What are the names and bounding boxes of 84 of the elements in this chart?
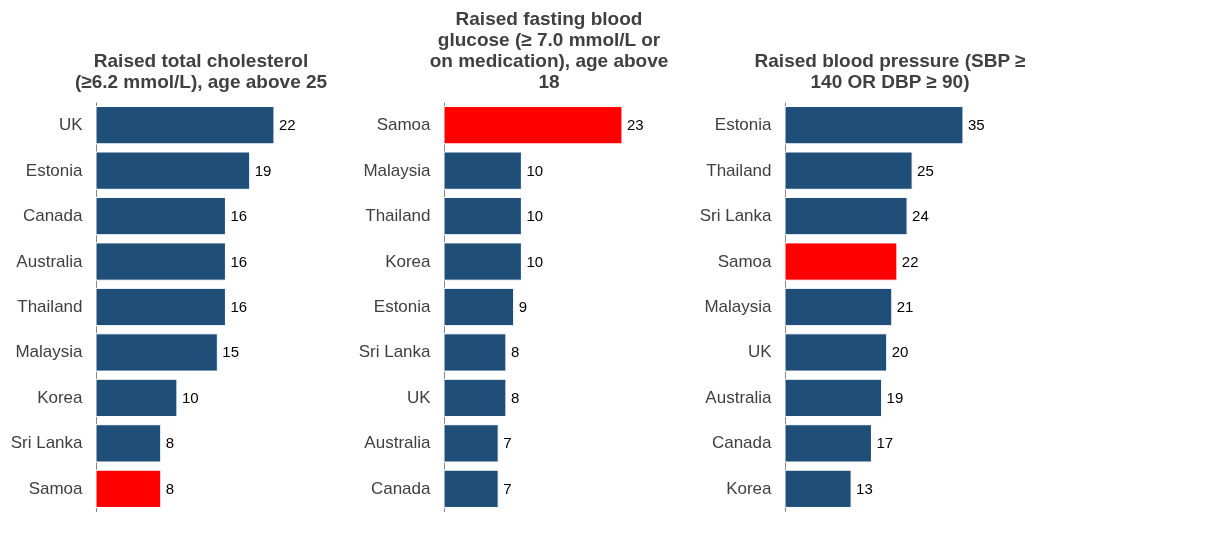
chart-title: Raised fasting blood glucose (≥ 7.0 mmol/L or on medication), age above 18	[429, 8, 669, 92]
bar	[443, 196, 522, 236]
bar	[95, 469, 162, 508]
data-label: 10	[526, 207, 544, 225]
data-label: 23	[626, 116, 644, 134]
data-label: 8	[510, 388, 520, 406]
y-tick-label: Australia	[364, 433, 432, 453]
y-tick-label: Malaysia	[363, 160, 432, 180]
data-label: 8	[510, 343, 520, 361]
data-label: 22	[901, 252, 919, 270]
y-tick-label: UK	[747, 342, 773, 362]
data-label: 10	[526, 161, 544, 179]
data-label: 16	[230, 298, 248, 315]
bar	[95, 287, 226, 327]
bar	[443, 333, 507, 372]
y-tick-label: Thailand	[365, 206, 431, 226]
bar	[784, 196, 908, 236]
bar	[784, 287, 893, 327]
y-tick-label: Canada	[370, 478, 432, 498]
y-tick-label: Thailand	[706, 160, 772, 180]
bar	[784, 242, 898, 281]
y-tick-label: Samoa	[717, 251, 773, 271]
y-tick-label: Thailand	[17, 297, 83, 316]
bar	[784, 333, 888, 372]
bar	[95, 151, 251, 190]
bar	[443, 287, 515, 327]
data-label: 19	[254, 161, 272, 179]
bar	[95, 378, 178, 418]
data-label: 24	[912, 207, 929, 225]
bar	[95, 196, 226, 236]
data-label: 20	[891, 343, 909, 361]
bar	[784, 469, 852, 508]
y-tick-label: Australia	[16, 251, 84, 271]
bar	[95, 333, 218, 372]
y-tick-label: Sri Lanka	[699, 206, 773, 226]
bar	[443, 242, 522, 281]
bar	[784, 378, 883, 418]
bar	[443, 378, 507, 418]
y-tick-label: Sri Lanka	[358, 342, 432, 362]
chart-title: Raised blood pressure (SBP ≥ 140 OR DBP ≥ 90)	[754, 50, 1026, 92]
y-tick-label: Samoa	[376, 115, 432, 135]
bar	[443, 424, 499, 463]
data-label: 8	[165, 479, 175, 497]
data-label: 7	[503, 479, 512, 497]
y-tick-label: Estonia	[373, 297, 432, 316]
y-tick-label: Estonia	[25, 160, 84, 180]
data-label: 21	[896, 298, 914, 315]
bar	[443, 106, 623, 145]
y-tick-label: Sri Lanka	[10, 433, 84, 453]
y-tick-label: Canada	[22, 206, 84, 226]
data-label: 7	[503, 434, 512, 452]
y-tick-label: Canada	[711, 433, 773, 453]
data-label: 22	[278, 116, 296, 134]
y-tick-label: UK	[58, 115, 84, 135]
chart-title: Raised total cholesterol (≥6.2 mmol/L), age above 25	[74, 50, 328, 92]
y-tick-label: Malaysia	[704, 297, 773, 316]
bar	[784, 151, 913, 190]
bar	[95, 424, 162, 463]
data-label: 16	[230, 207, 248, 225]
bar	[95, 106, 275, 145]
data-label: 16	[230, 252, 248, 270]
y-tick-label: Australia	[705, 387, 773, 407]
data-label: 17	[876, 434, 894, 452]
data-label: 10	[526, 252, 544, 270]
y-tick-label: Malaysia	[15, 342, 84, 362]
y-tick-label: Korea	[37, 387, 84, 407]
bar	[443, 151, 522, 190]
data-label: 35	[967, 116, 985, 134]
y-tick-label: Korea	[726, 478, 773, 498]
data-label: 8	[165, 434, 175, 452]
data-label: 25	[917, 161, 934, 179]
bar	[443, 469, 499, 508]
data-label: 19	[886, 388, 904, 406]
data-label: 9	[518, 298, 527, 315]
bar	[784, 424, 872, 463]
data-label: 13	[856, 479, 873, 497]
bar	[95, 242, 226, 281]
bar	[784, 106, 964, 145]
y-tick-label: Korea	[385, 251, 432, 271]
data-label: 15	[222, 343, 240, 361]
y-tick-label: UK	[406, 387, 432, 407]
y-tick-label: Estonia	[714, 115, 773, 135]
data-label: 10	[181, 388, 199, 406]
y-tick-label: Samoa	[28, 478, 84, 498]
